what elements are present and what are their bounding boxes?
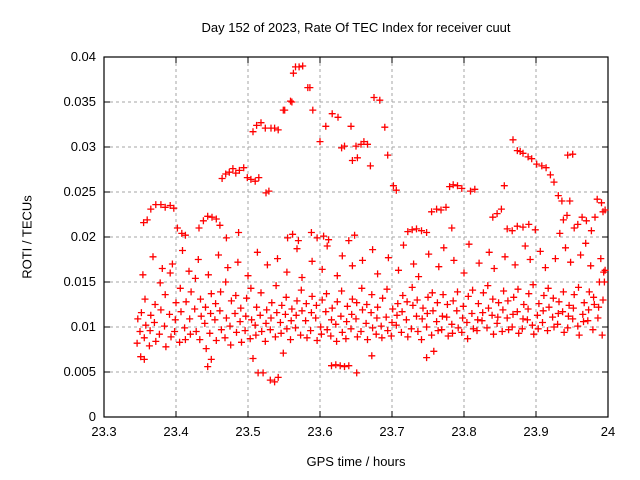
y-tick-label: 0.005 — [63, 364, 96, 379]
y-tick-label: 0.015 — [63, 274, 96, 289]
y-tick-label: 0.01 — [70, 319, 96, 334]
x-tick-label: 23.8 — [451, 424, 477, 439]
x-tick-label: 23.6 — [307, 424, 333, 439]
y-tick-label: 0 — [88, 409, 96, 424]
chart-title: Day 152 of 2023, Rate Of TEC Index for r… — [201, 20, 511, 35]
x-tick-label: 23.7 — [379, 424, 405, 439]
scatter-points — [133, 62, 609, 386]
x-tick-label: 23.4 — [163, 424, 189, 439]
x-tick-label: 23.9 — [523, 424, 549, 439]
y-tick-label: 0.025 — [63, 184, 96, 199]
y-tick-label: 0.02 — [70, 229, 96, 244]
y-tick-label: 0.03 — [70, 139, 96, 154]
x-tick-label: 23.3 — [91, 424, 117, 439]
x-tick-label: 24 — [600, 424, 616, 439]
y-tick-label: 0.035 — [63, 94, 96, 109]
y-tick-label: 0.04 — [70, 49, 96, 64]
x-axis-label: GPS time / hours — [306, 454, 406, 469]
x-tick-label: 23.5 — [235, 424, 261, 439]
